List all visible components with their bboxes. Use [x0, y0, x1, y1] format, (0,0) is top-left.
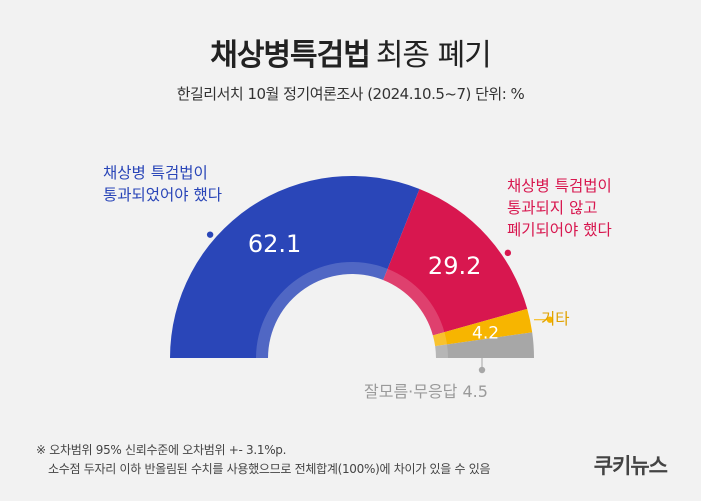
- publisher-logo: 쿠키뉴스: [593, 454, 668, 478]
- slice-value-label-1: 29.2: [428, 252, 481, 280]
- slice-category-label-1: 채상병 특검법이 통과되지 않고 폐기되어야 했다: [507, 177, 612, 239]
- footnote: ※ 오차범위 95% 신뢰수준에 오차범위 +- 3.1%p. 소수점 두자리 …: [36, 441, 490, 479]
- slice-inner-band-1: [383, 268, 445, 336]
- slice-0: [170, 176, 420, 358]
- slice-category-label-2: 기타: [541, 310, 570, 328]
- title-suffix: 최종 폐기: [375, 38, 492, 73]
- slice-1: [383, 188, 528, 336]
- callout-dot-2: [546, 316, 554, 323]
- callout-dot-3: [478, 366, 486, 374]
- slice-category-label-0: 채상병 특검법이 통과되었어야 했다: [103, 164, 222, 204]
- slice-category-label-3: 잘모름·무응답 4.5: [364, 382, 488, 401]
- slice-3: [435, 332, 534, 358]
- chart-subtitle: 한길리서치 10월 정기여론조사 (2024.10.5~7) 단위: %: [176, 85, 525, 103]
- footnote-line-2: 소수점 두자리 이하 반올림된 수치를 사용했으므로 전체합계(100%)에 차…: [48, 462, 491, 476]
- slice-inner-band-3: [435, 344, 449, 358]
- footnote-line-1: ※ 오차범위 95% 신뢰수준에 오차범위 +- 3.1%p.: [36, 443, 287, 457]
- slice-inner-band-0: [256, 262, 388, 358]
- slice-2: [432, 308, 533, 347]
- slice-value-label-2: 4.2: [472, 323, 499, 343]
- slice-inner-band-2: [432, 332, 448, 347]
- chart-title: 채상병특검법 최종 폐기: [0, 30, 701, 74]
- slice-value-label-0: 62.1: [248, 230, 301, 258]
- title-main: 채상병특검법: [210, 38, 371, 73]
- callout-dot-1: [504, 249, 512, 257]
- callout-dot-0: [206, 231, 214, 238]
